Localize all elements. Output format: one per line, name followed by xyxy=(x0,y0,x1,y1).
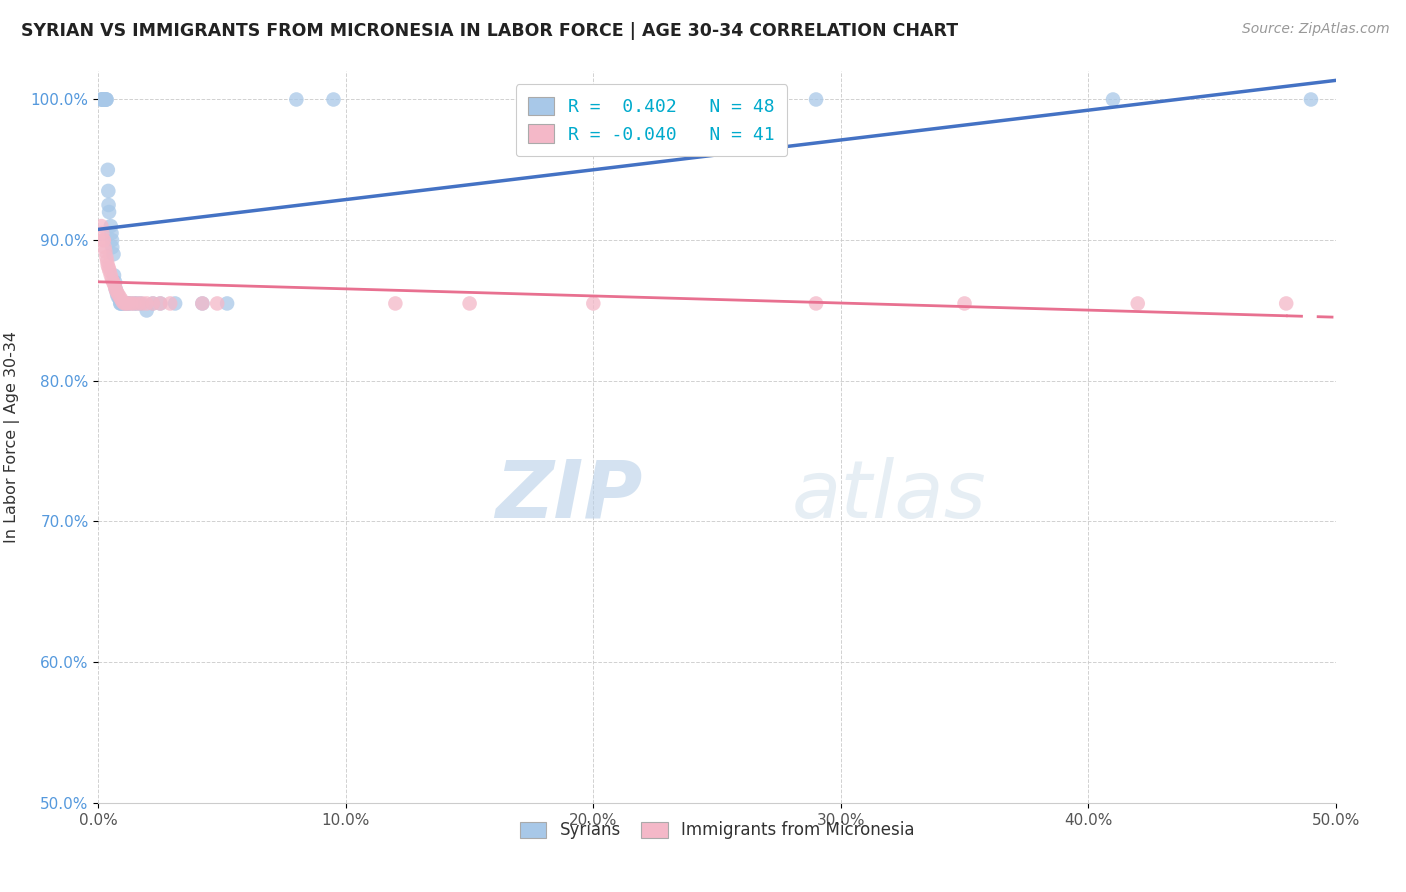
Point xyxy=(100,268,122,283)
Point xyxy=(108,292,131,306)
Point xyxy=(103,278,125,293)
Point xyxy=(135,296,157,310)
Point xyxy=(93,93,115,107)
Point xyxy=(93,240,115,254)
Point xyxy=(205,296,228,310)
Point xyxy=(91,93,114,107)
Point xyxy=(91,93,114,107)
Point xyxy=(1299,93,1322,107)
Point xyxy=(104,282,127,296)
Point xyxy=(90,93,112,107)
Point xyxy=(108,296,131,310)
Point xyxy=(103,268,125,283)
Point xyxy=(96,93,118,107)
Point xyxy=(94,244,117,259)
Text: SYRIAN VS IMMIGRANTS FROM MICRONESIA IN LABOR FORCE | AGE 30-34 CORRELATION CHAR: SYRIAN VS IMMIGRANTS FROM MICRONESIA IN … xyxy=(21,22,959,40)
Point xyxy=(97,198,120,212)
Y-axis label: In Labor Force | Age 30-34: In Labor Force | Age 30-34 xyxy=(4,331,20,543)
Point xyxy=(128,296,150,310)
Point xyxy=(117,296,139,310)
Point xyxy=(131,296,153,310)
Point xyxy=(110,292,132,306)
Point xyxy=(1275,296,1298,310)
Point xyxy=(120,296,142,310)
Point xyxy=(114,296,136,310)
Point xyxy=(105,284,128,298)
Point xyxy=(98,264,121,278)
Point xyxy=(93,233,115,247)
Point xyxy=(96,250,118,264)
Point xyxy=(953,296,976,310)
Point xyxy=(149,296,172,310)
Point xyxy=(458,296,481,310)
Point xyxy=(142,296,165,310)
Point xyxy=(96,254,118,268)
Point xyxy=(104,281,127,295)
Point xyxy=(97,259,120,273)
Point xyxy=(90,219,112,233)
Point xyxy=(117,296,139,310)
Point xyxy=(112,296,135,310)
Point xyxy=(112,296,135,310)
Point xyxy=(285,93,308,107)
Point xyxy=(97,162,120,177)
Point xyxy=(159,296,181,310)
Point xyxy=(111,296,134,310)
Point xyxy=(91,226,114,240)
Text: atlas: atlas xyxy=(792,457,986,534)
Point xyxy=(1126,296,1149,310)
Point xyxy=(93,93,115,107)
Point xyxy=(97,261,120,276)
Point xyxy=(191,296,214,310)
Point xyxy=(101,272,124,286)
Point xyxy=(93,93,115,107)
Point xyxy=(804,93,827,107)
Point xyxy=(107,286,129,301)
Point xyxy=(94,93,117,107)
Point xyxy=(125,296,148,310)
Point xyxy=(94,93,117,107)
Text: ZIP: ZIP xyxy=(495,457,643,534)
Point xyxy=(107,289,129,303)
Point xyxy=(96,93,118,107)
Point xyxy=(98,205,121,219)
Point xyxy=(804,296,827,310)
Point xyxy=(191,296,214,310)
Point xyxy=(129,296,152,310)
Point xyxy=(100,226,122,240)
Point xyxy=(97,184,120,198)
Point xyxy=(111,295,134,310)
Point xyxy=(93,233,115,247)
Point xyxy=(135,303,157,318)
Point xyxy=(115,296,138,310)
Point xyxy=(101,240,124,254)
Point xyxy=(103,276,125,290)
Text: Source: ZipAtlas.com: Source: ZipAtlas.com xyxy=(1241,22,1389,37)
Legend: Syrians, Immigrants from Micronesia: Syrians, Immigrants from Micronesia xyxy=(510,812,924,849)
Point xyxy=(104,276,127,290)
Point xyxy=(90,93,112,107)
Point xyxy=(110,296,132,310)
Point xyxy=(120,296,142,310)
Point xyxy=(105,286,128,301)
Point xyxy=(217,296,239,310)
Point xyxy=(101,233,124,247)
Point xyxy=(115,296,138,310)
Point xyxy=(100,219,122,233)
Point xyxy=(149,296,172,310)
Point xyxy=(1102,93,1125,107)
Point xyxy=(108,289,131,303)
Point xyxy=(142,296,165,310)
Point xyxy=(124,296,146,310)
Point xyxy=(582,296,605,310)
Point xyxy=(124,296,146,310)
Point xyxy=(165,296,187,310)
Point xyxy=(384,296,406,310)
Point xyxy=(103,247,125,261)
Point xyxy=(322,93,344,107)
